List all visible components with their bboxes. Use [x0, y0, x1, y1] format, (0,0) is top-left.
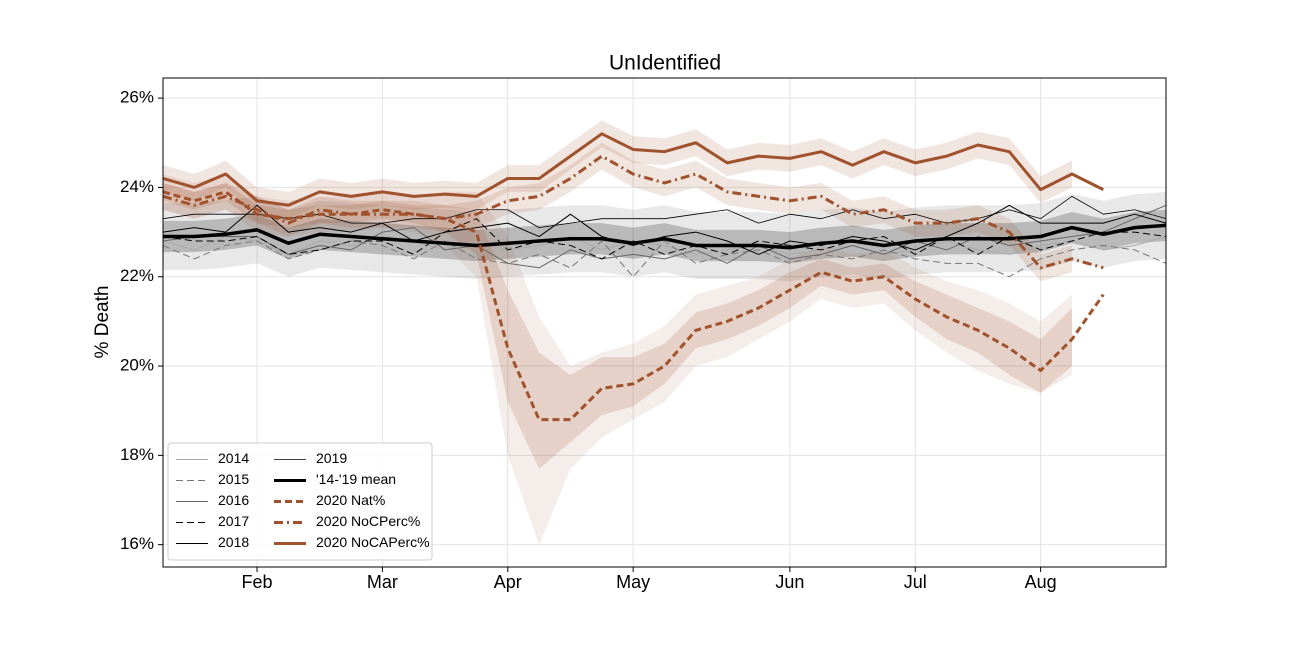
series-line: [163, 236, 1166, 255]
y-tick-label: 26%: [120, 88, 154, 107]
x-tick-label: Aug: [1025, 572, 1057, 592]
x-tick-label: Jul: [904, 572, 927, 592]
legend-label: 2017: [218, 513, 249, 529]
legend-label: 2020 NoCPerc%: [316, 513, 420, 529]
series-line: [163, 223, 1166, 250]
plot-frame: [162, 77, 1167, 568]
plot-area: [163, 120, 1166, 545]
x-tick-label: Apr: [494, 572, 522, 592]
y-axis-label: % Death: [92, 286, 113, 359]
y-tick-label: 22%: [120, 266, 154, 285]
series-line: [163, 190, 1105, 422]
series-line: [163, 204, 1166, 255]
legend-label: 2015: [218, 471, 249, 487]
series-line: [163, 195, 1166, 229]
x-tick-label: Feb: [242, 572, 273, 592]
x-tick-label: Jun: [775, 572, 804, 592]
x-tick-label: May: [616, 572, 650, 592]
legend-label: 2014: [218, 450, 249, 466]
legend-label: 2019: [316, 450, 347, 466]
legend-label: '14-'19 mean: [316, 471, 396, 487]
y-tick-label: 24%: [120, 177, 154, 196]
legend-label: 2020 Nat%: [316, 492, 385, 508]
series-line: [163, 154, 1104, 270]
y-tick-label: 20%: [120, 356, 154, 375]
x-tick-label: Mar: [367, 572, 398, 592]
chart-title: UnIdentified: [609, 52, 721, 75]
y-tick-label: 16%: [120, 534, 154, 553]
y-tick-label: 18%: [120, 445, 154, 464]
confidence-band: [163, 174, 1072, 545]
axes: 16% 18% 20% 22% 24% 26% Feb Mar Apr May Jun Jul Aug: [120, 88, 1057, 592]
legend-label: 2018: [218, 534, 249, 550]
legend: 2014 2015 2016 2017 2018 2019 '14-'19 mean 2020…: [167, 442, 433, 561]
legend-label: 2016: [218, 492, 249, 508]
series-line: [163, 132, 1104, 207]
series-line: [163, 218, 1166, 260]
legend-label: 2020 NoCAPerc%: [316, 534, 430, 550]
